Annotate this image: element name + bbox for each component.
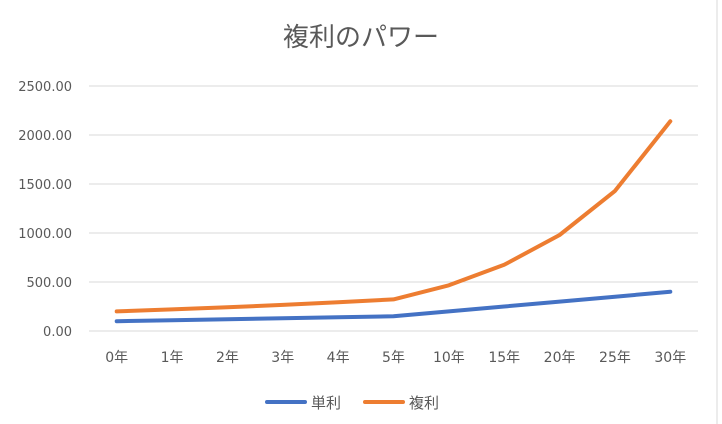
y-tick-label: 1000.00 bbox=[18, 227, 72, 242]
y-tick-label: 2000.00 bbox=[18, 129, 72, 144]
x-tick-label: 30年 bbox=[654, 350, 686, 366]
x-tick-label: 10年 bbox=[433, 350, 465, 366]
series-lines bbox=[114, 119, 673, 324]
x-tick-label: 3年 bbox=[271, 350, 294, 366]
x-tick-label: 4年 bbox=[327, 350, 350, 366]
x-tick-label: 5年 bbox=[382, 350, 405, 366]
legend: 単利 複利 bbox=[265, 394, 439, 412]
y-tick-label: 1500.00 bbox=[18, 178, 72, 193]
series-line-2 bbox=[114, 119, 673, 314]
y-tick-label: 500.00 bbox=[27, 276, 73, 291]
series-line-1 bbox=[114, 289, 673, 324]
x-tick-label: 1年 bbox=[161, 350, 184, 366]
y-axis-ticks: 0.00 500.00 1000.00 1500.00 2000.00 2500.00 bbox=[18, 80, 72, 340]
x-axis-ticks: 0年 1年 2年 3年 4年 5年 10年 15年 20年 25年 30年 bbox=[105, 350, 686, 366]
x-tick-label: 0年 bbox=[105, 350, 128, 366]
legend-label: 単利 bbox=[311, 394, 341, 412]
x-tick-label: 15年 bbox=[488, 350, 520, 366]
x-tick-label: 25年 bbox=[599, 350, 631, 366]
chart-title: 複利のパワー bbox=[283, 23, 439, 53]
x-tick-label: 2年 bbox=[216, 350, 239, 366]
y-tick-label: 0.00 bbox=[43, 325, 72, 340]
gridlines bbox=[89, 85, 698, 332]
y-tick-label: 2500.00 bbox=[18, 80, 72, 95]
legend-label: 複利 bbox=[409, 394, 439, 412]
x-tick-label: 20年 bbox=[544, 350, 576, 366]
